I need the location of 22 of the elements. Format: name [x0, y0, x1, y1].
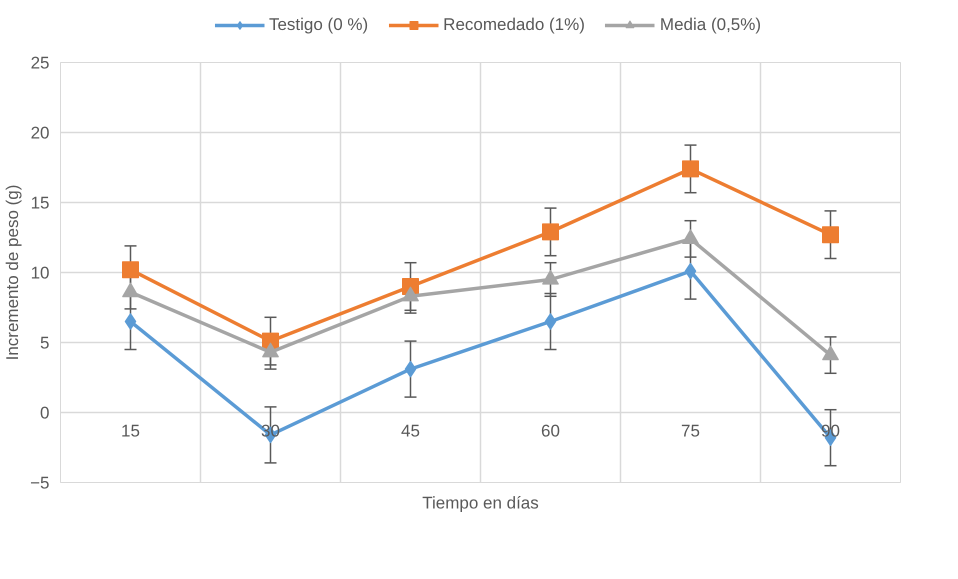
x-tick-label: 45 [401, 422, 420, 440]
y-tick-label: 10 [30, 264, 50, 282]
point [542, 223, 559, 240]
y-tick-label: 25 [30, 54, 50, 72]
legend-label: Media (0,5%) [660, 15, 762, 35]
y-tick-label: 0 [40, 404, 50, 422]
y-axis-title: Incremento de peso (g) [3, 184, 22, 360]
x-tick-label: 60 [541, 422, 560, 440]
x-tick-label: 75 [681, 422, 700, 440]
x-axis-title: Tiempo en días [422, 494, 539, 512]
legend-label: Recomedado (1%) [443, 15, 585, 35]
point [822, 226, 839, 244]
point [544, 313, 556, 330]
point [124, 313, 136, 330]
y-tick-label: 15 [30, 194, 50, 212]
y-tick-label: −5 [30, 474, 50, 492]
point [682, 160, 699, 178]
point [122, 261, 139, 278]
y-tick-label: 20 [30, 124, 50, 142]
y-tick-label: 5 [40, 334, 50, 352]
x-tick-label: 15 [121, 422, 140, 440]
legend-label: Testigo (0 %) [268, 15, 368, 35]
